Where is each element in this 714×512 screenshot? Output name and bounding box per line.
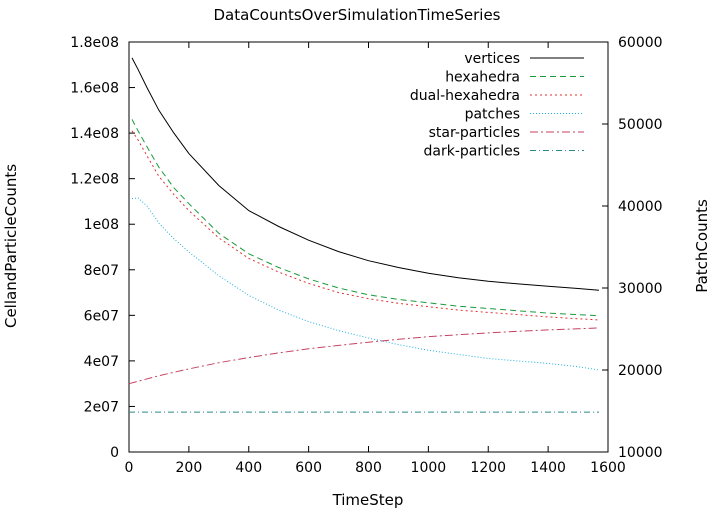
series-line-hexahedra [131,119,600,317]
legend-label-vertices: vertices [464,51,520,67]
y-axis-label-left: CellandParticleCounts [2,164,20,328]
series-line-patches [131,197,600,371]
legend-label-patches: patches [465,107,520,123]
legend-label-dual-hexahedra: dual-hexahedra [410,88,520,104]
x-ticks: 0 200 400 600 800 1000 1200 1400 1600 [125,42,626,476]
y-right-tick-label: 60000 [618,35,663,51]
series-line-star-particles [128,327,600,385]
x-tick-label: 1000 [411,460,447,476]
x-tick-label: 1400 [530,460,566,476]
x-tick-label: 400 [235,460,262,476]
y-left-tick-label: 1.8e08 [70,35,119,51]
chart-title: DataCountsOverSimulationTimeSeries [214,6,501,24]
y-left-tick-label: 8e07 [84,263,119,279]
y-right-tick-label: 40000 [618,199,663,215]
y-left-ticks: 0 2e07 4e07 6e07 8e07 1e08 1.2e08 1.4e08 1.6e08 1… [70,35,135,461]
legend-label-star-particles: star-particles [429,125,520,141]
y-left-tick-label: 6e07 [84,308,119,324]
x-tick-label: 600 [295,460,322,476]
y-right-tick-label: 50000 [618,117,663,133]
legend: vertices hexahedra dual-hexahedra patches st… [410,51,584,160]
legend-label-dark-particles: dark-particles [424,144,520,160]
y-left-tick-label: 2e07 [84,399,119,415]
y-right-tick-label: 20000 [618,363,663,379]
y-left-tick-label: 1.4e08 [70,126,119,142]
legend-label-hexahedra: hexahedra [445,70,520,86]
x-tick-label: 1600 [590,460,626,476]
series-line-dual-hexahedra [131,130,600,321]
y-left-tick-label: 1.6e08 [70,81,119,97]
x-axis-label: TimeStep [332,491,404,509]
x-tick-label: 200 [176,460,203,476]
x-tick-label: 1200 [470,460,506,476]
y-left-tick-label: 4e07 [84,354,119,370]
y-left-tick-label: 0 [110,445,119,461]
series-lines [128,57,600,413]
y-left-tick-label: 1e08 [84,217,119,233]
y-axis-label-right: PatchCounts [693,199,711,293]
series-line-vertices [131,57,600,291]
plot-frame [128,41,609,453]
y-right-tick-label: 30000 [618,281,663,297]
x-tick-label: 800 [355,460,382,476]
y-left-tick-label: 1.2e08 [70,172,119,188]
y-right-tick-label: 10000 [618,445,663,461]
x-tick-label: 0 [125,460,134,476]
y-right-ticks: 10000 20000 30000 40000 50000 60000 [602,35,663,461]
